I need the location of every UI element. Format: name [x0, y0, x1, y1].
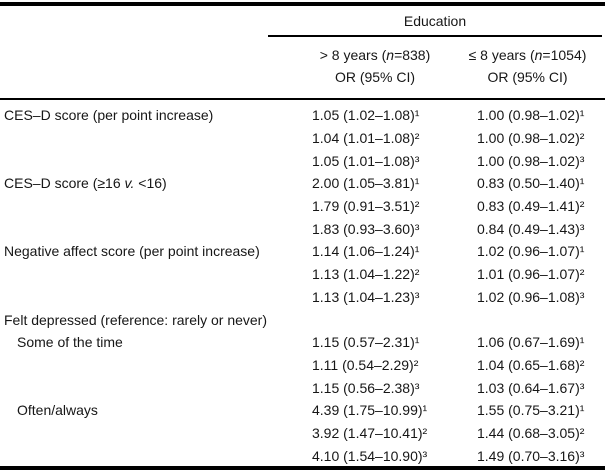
header-body-divider-rule [0, 98, 605, 100]
row-label: Negative affect score (per point increas… [4, 243, 260, 260]
table-row: 1.13 (1.04–1.22)² 1.01 (0.96–1.07)² [0, 263, 605, 286]
or-ci-value: 0.84 (0.49–1.43)³ [477, 220, 585, 237]
or-ci-value: 1.02 (0.96–1.08)³ [477, 288, 585, 305]
or-ci-value: 1.00 (0.98–1.02)² [477, 130, 585, 147]
or-ci-value: 1.00 (0.98–1.02)¹ [477, 107, 585, 124]
col2-header-title: ≤ 8 years (n=1054) [468, 47, 587, 63]
or-ci-value: 3.92 (1.47–10.41)² [312, 424, 428, 441]
table-row: Negative affect score (per point increas… [0, 240, 605, 263]
bottom-rule [0, 466, 605, 470]
or-ci-value: 1.49 (0.70–3.16)³ [477, 447, 585, 464]
table-row: 1.15 (0.56–2.38)³ 1.03 (0.64–1.67)³ [0, 376, 605, 399]
table-row: Some of the time 1.15 (0.57–2.31)¹ 1.06 (0… [0, 331, 605, 354]
or-ci-value: 1.02 (0.96–1.07)¹ [477, 243, 585, 260]
row-label: CES–D score (per point increase) [4, 107, 214, 124]
or-ci-value: 1.79 (0.91–3.51)² [312, 198, 420, 215]
top-rule [0, 2, 605, 6]
or-ci-value: 1.44 (0.68–3.05)² [477, 424, 585, 441]
table-row: 3.92 (1.47–10.41)² 1.44 (0.68–3.05)² [0, 422, 605, 445]
row-label: Often/always [17, 402, 98, 419]
or-ci-value: 1.13 (1.04–1.23)³ [312, 288, 420, 305]
or-ci-value: 4.39 (1.75–10.99)¹ [312, 402, 428, 419]
or-ci-value: 1.14 (1.06–1.24)¹ [312, 243, 420, 260]
table-row: 1.83 (0.93–3.60)³ 0.84 (0.49–1.43)³ [0, 217, 605, 240]
or-ci-value: 4.10 (1.54–10.90)³ [312, 447, 428, 464]
or-ci-value: 1.04 (0.65–1.68)² [477, 356, 585, 373]
or-ci-value: 0.83 (0.50–1.40)¹ [477, 175, 585, 192]
or-ci-value: 1.05 (1.01–1.08)³ [312, 152, 420, 169]
or-ci-value: 1.06 (0.67–1.69)¹ [477, 334, 585, 351]
education-group-rule [268, 35, 602, 37]
row-label: CES–D score (≥16 v. <16) [4, 175, 167, 192]
or-ci-value: 1.15 (0.57–2.31)¹ [312, 334, 420, 351]
row-label: Felt depressed (reference: rarely or nev… [4, 311, 267, 328]
or-ci-value: 1.05 (1.02–1.08)¹ [312, 107, 420, 124]
or-ci-value: 1.01 (0.96–1.07)² [477, 266, 585, 283]
or-ci-value: 2.00 (1.05–3.81)¹ [312, 175, 420, 192]
or-ci-value: 1.83 (0.93–3.60)³ [312, 220, 420, 237]
table-row: 1.05 (1.01–1.08)³ 1.00 (0.98–1.02)³ [0, 149, 605, 172]
table-row: Often/always 4.39 (1.75–10.99)¹ 1.55 (0.75… [0, 399, 605, 422]
table-row: CES–D score (≥16 v. <16) 2.00 (1.05–3.81)… [0, 172, 605, 195]
col1-header-title: > 8 years (n=838) [319, 47, 431, 63]
or-ci-value: 1.04 (1.01–1.08)² [312, 130, 420, 147]
col1-header-subtitle: OR (95% CI) [334, 69, 416, 85]
table-row: CES–D score (per point increase) 1.05 (1.… [0, 104, 605, 127]
row-label: Some of the time [17, 334, 123, 351]
col2-header-subtitle: OR (95% CI) [487, 69, 568, 85]
column-group-header-education: Education [403, 13, 467, 29]
table-row: 1.04 (1.01–1.08)² 1.00 (0.98–1.02)² [0, 127, 605, 150]
or-ci-value: 1.00 (0.98–1.02)³ [477, 152, 585, 169]
table-body: CES–D score (per point increase) 1.05 (1.… [0, 100, 605, 467]
or-ci-value: 1.13 (1.04–1.22)² [312, 266, 420, 283]
table-row: 4.10 (1.54–10.90)³ 1.49 (0.70–3.16)³ [0, 444, 605, 467]
or-ci-value: 1.15 (0.56–2.38)³ [312, 379, 420, 396]
or-ci-value: 1.55 (0.75–3.21)¹ [477, 402, 585, 419]
or-ci-value: 1.03 (0.64–1.67)³ [477, 379, 585, 396]
or-ci-value: 0.83 (0.49–1.41)² [477, 198, 585, 215]
table-row: Felt depressed (reference: rarely or nev… [0, 308, 605, 331]
table-row: 1.13 (1.04–1.23)³ 1.02 (0.96–1.08)³ [0, 286, 605, 309]
or-ci-value: 1.11 (0.54–2.29)² [312, 356, 419, 373]
table-row: 1.79 (0.91–3.51)² 0.83 (0.49–1.41)² [0, 195, 605, 218]
table-row: 1.11 (0.54–2.29)² 1.04 (0.65–1.68)² [0, 354, 605, 377]
